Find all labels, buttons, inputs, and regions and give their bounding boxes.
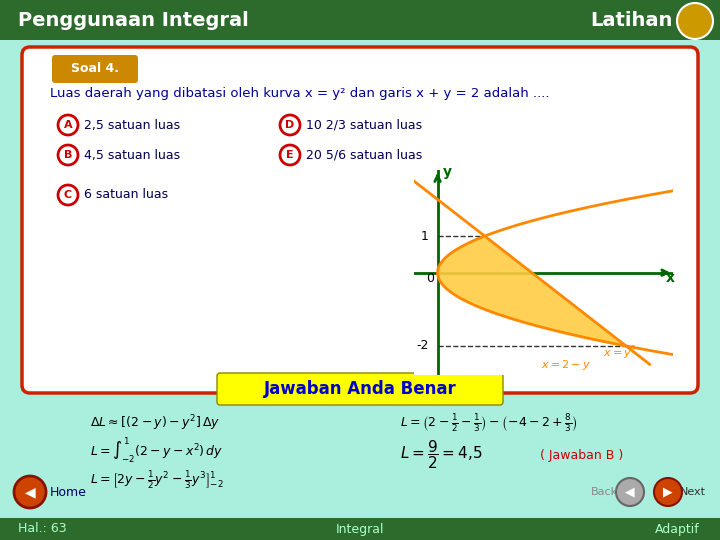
Circle shape <box>280 115 300 135</box>
Text: D: D <box>285 120 294 130</box>
Text: ( Jawaban B ): ( Jawaban B ) <box>540 449 624 462</box>
Circle shape <box>616 478 644 506</box>
Text: ◀: ◀ <box>24 485 35 499</box>
FancyBboxPatch shape <box>52 55 138 83</box>
Text: 2,5 satuan luas: 2,5 satuan luas <box>84 118 180 132</box>
Text: $L = \dfrac{9}{2} = 4{,}5$: $L = \dfrac{9}{2} = 4{,}5$ <box>400 438 482 471</box>
Text: -2: -2 <box>416 340 428 353</box>
FancyBboxPatch shape <box>217 373 503 405</box>
Circle shape <box>677 3 713 39</box>
Text: Back: Back <box>591 487 618 497</box>
Circle shape <box>58 145 78 165</box>
Text: Home: Home <box>50 485 87 498</box>
Text: E: E <box>286 150 294 160</box>
Text: Integral: Integral <box>336 523 384 536</box>
Text: C: C <box>64 190 72 200</box>
Circle shape <box>14 476 46 508</box>
Text: 4,5 satuan luas: 4,5 satuan luas <box>84 148 180 161</box>
Text: Adaptif: Adaptif <box>655 523 700 536</box>
FancyBboxPatch shape <box>22 47 698 393</box>
Text: Soal 4.: Soal 4. <box>71 63 119 76</box>
Text: B: B <box>64 150 72 160</box>
Text: x: x <box>666 271 675 285</box>
Circle shape <box>58 115 78 135</box>
Text: Luas daerah yang dibatasi oleh kurva x = y² dan garis x + y = 2 adalah ....: Luas daerah yang dibatasi oleh kurva x =… <box>50 86 549 99</box>
Text: $L = \left[2y - \frac{1}{2}y^2 - \frac{1}{3}y^3\right]_{-2}^{1}$: $L = \left[2y - \frac{1}{2}y^2 - \frac{1… <box>90 469 224 491</box>
Text: 20 5/6 satuan luas: 20 5/6 satuan luas <box>306 148 422 161</box>
Circle shape <box>654 478 682 506</box>
Text: Next: Next <box>680 487 706 497</box>
Text: y: y <box>444 165 452 179</box>
Text: Jawaban Anda Benar: Jawaban Anda Benar <box>264 380 456 398</box>
Text: $\Delta L \approx [(2 - y) - y^2]\, \Delta y$: $\Delta L \approx [(2 - y) - y^2]\, \Del… <box>90 413 220 433</box>
Text: $x = 2-y$: $x = 2-y$ <box>541 358 591 372</box>
Text: $L = \int_{-2}^{1}(2 - y - x^2)\,dy$: $L = \int_{-2}^{1}(2 - y - x^2)\,dy$ <box>90 435 223 465</box>
Text: $L = \left(2 - \frac{1}{2} - \frac{1}{3}\right) - \left(-4 - 2 + \frac{8}{3}\rig: $L = \left(2 - \frac{1}{2} - \frac{1}{3}… <box>400 412 577 434</box>
FancyBboxPatch shape <box>0 0 720 40</box>
Text: ◀: ◀ <box>625 485 635 498</box>
FancyBboxPatch shape <box>0 518 720 540</box>
Text: ▶: ▶ <box>663 485 672 498</box>
Text: A: A <box>63 120 72 130</box>
Text: Hal.: 63: Hal.: 63 <box>18 523 67 536</box>
Text: $x = y^2$: $x = y^2$ <box>603 344 636 362</box>
Text: 10 2/3 satuan luas: 10 2/3 satuan luas <box>306 118 422 132</box>
Circle shape <box>58 185 78 205</box>
Text: 6 satuan luas: 6 satuan luas <box>84 188 168 201</box>
Text: 0: 0 <box>426 272 433 285</box>
Text: 1: 1 <box>421 230 429 242</box>
Text: Latihan: Latihan <box>590 11 672 30</box>
Circle shape <box>280 145 300 165</box>
Text: Penggunaan Integral: Penggunaan Integral <box>18 11 248 30</box>
